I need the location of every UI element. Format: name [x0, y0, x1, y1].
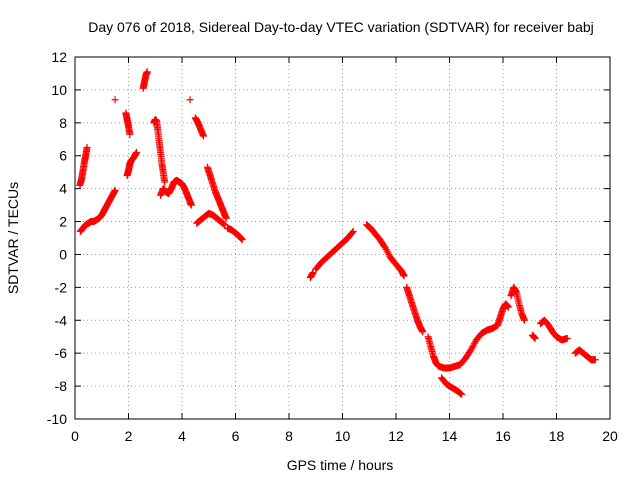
data-point — [133, 148, 141, 156]
data-point — [186, 96, 194, 104]
data-point — [591, 356, 599, 364]
y-tick-label: 10 — [51, 82, 67, 98]
x-tick-label: 12 — [388, 428, 404, 444]
data-point — [111, 186, 119, 194]
y-axis-label: SDTVAR / TECUs — [5, 182, 21, 294]
x-tick-label: 0 — [71, 428, 79, 444]
data-point — [504, 303, 512, 311]
data-point — [348, 229, 356, 237]
data-point — [222, 214, 230, 222]
plot-frame — [74, 56, 611, 420]
y-tick-label: -6 — [55, 345, 68, 361]
x-tick-label: 20 — [602, 428, 618, 444]
y-tick-label: -2 — [55, 279, 68, 295]
axis-ticks: 0 2 4 6 8 10 12 14 16 18 20 -10 -8 -6 -4 -2 0 2 4 6 8 10 12 — [47, 49, 618, 444]
data-point — [187, 201, 195, 209]
chart-title: Day 076 of 2018, Sidereal Day-to-day VTE… — [88, 19, 594, 35]
x-tick-label: 4 — [178, 428, 186, 444]
data-point — [520, 316, 528, 324]
data-point — [83, 144, 91, 151]
x-tick-label: 8 — [285, 428, 293, 444]
data-point — [199, 132, 207, 140]
data-point — [563, 334, 571, 342]
y-tick-label: -10 — [47, 411, 67, 427]
x-tick-label: 18 — [549, 428, 565, 444]
x-tick-label: 10 — [335, 428, 351, 444]
data-point — [143, 68, 151, 76]
data-point — [400, 272, 408, 280]
data-point — [238, 236, 246, 244]
data-point — [419, 328, 427, 336]
x-tick-label: 14 — [442, 428, 458, 444]
y-tick-label: -4 — [55, 312, 68, 328]
y-tick-label: 4 — [59, 181, 67, 197]
data-point — [126, 130, 134, 138]
y-tick-label: 8 — [59, 115, 67, 131]
y-tick-label: 0 — [59, 246, 67, 262]
data-point — [349, 227, 357, 235]
y-tick-label: -8 — [55, 378, 68, 394]
x-tick-label: 16 — [495, 428, 511, 444]
data-points — [76, 68, 599, 398]
data-point — [458, 390, 466, 398]
data-point — [531, 334, 539, 342]
data-point — [161, 178, 169, 186]
data-point — [111, 96, 119, 104]
y-tick-label: 6 — [59, 148, 67, 164]
grid-lines — [75, 57, 610, 419]
x-tick-label: 2 — [125, 428, 133, 444]
y-tick-label: 2 — [59, 214, 67, 230]
x-axis-label: GPS time / hours — [287, 457, 394, 473]
y-tick-label: 12 — [51, 49, 67, 65]
x-tick-label: 6 — [232, 428, 240, 444]
